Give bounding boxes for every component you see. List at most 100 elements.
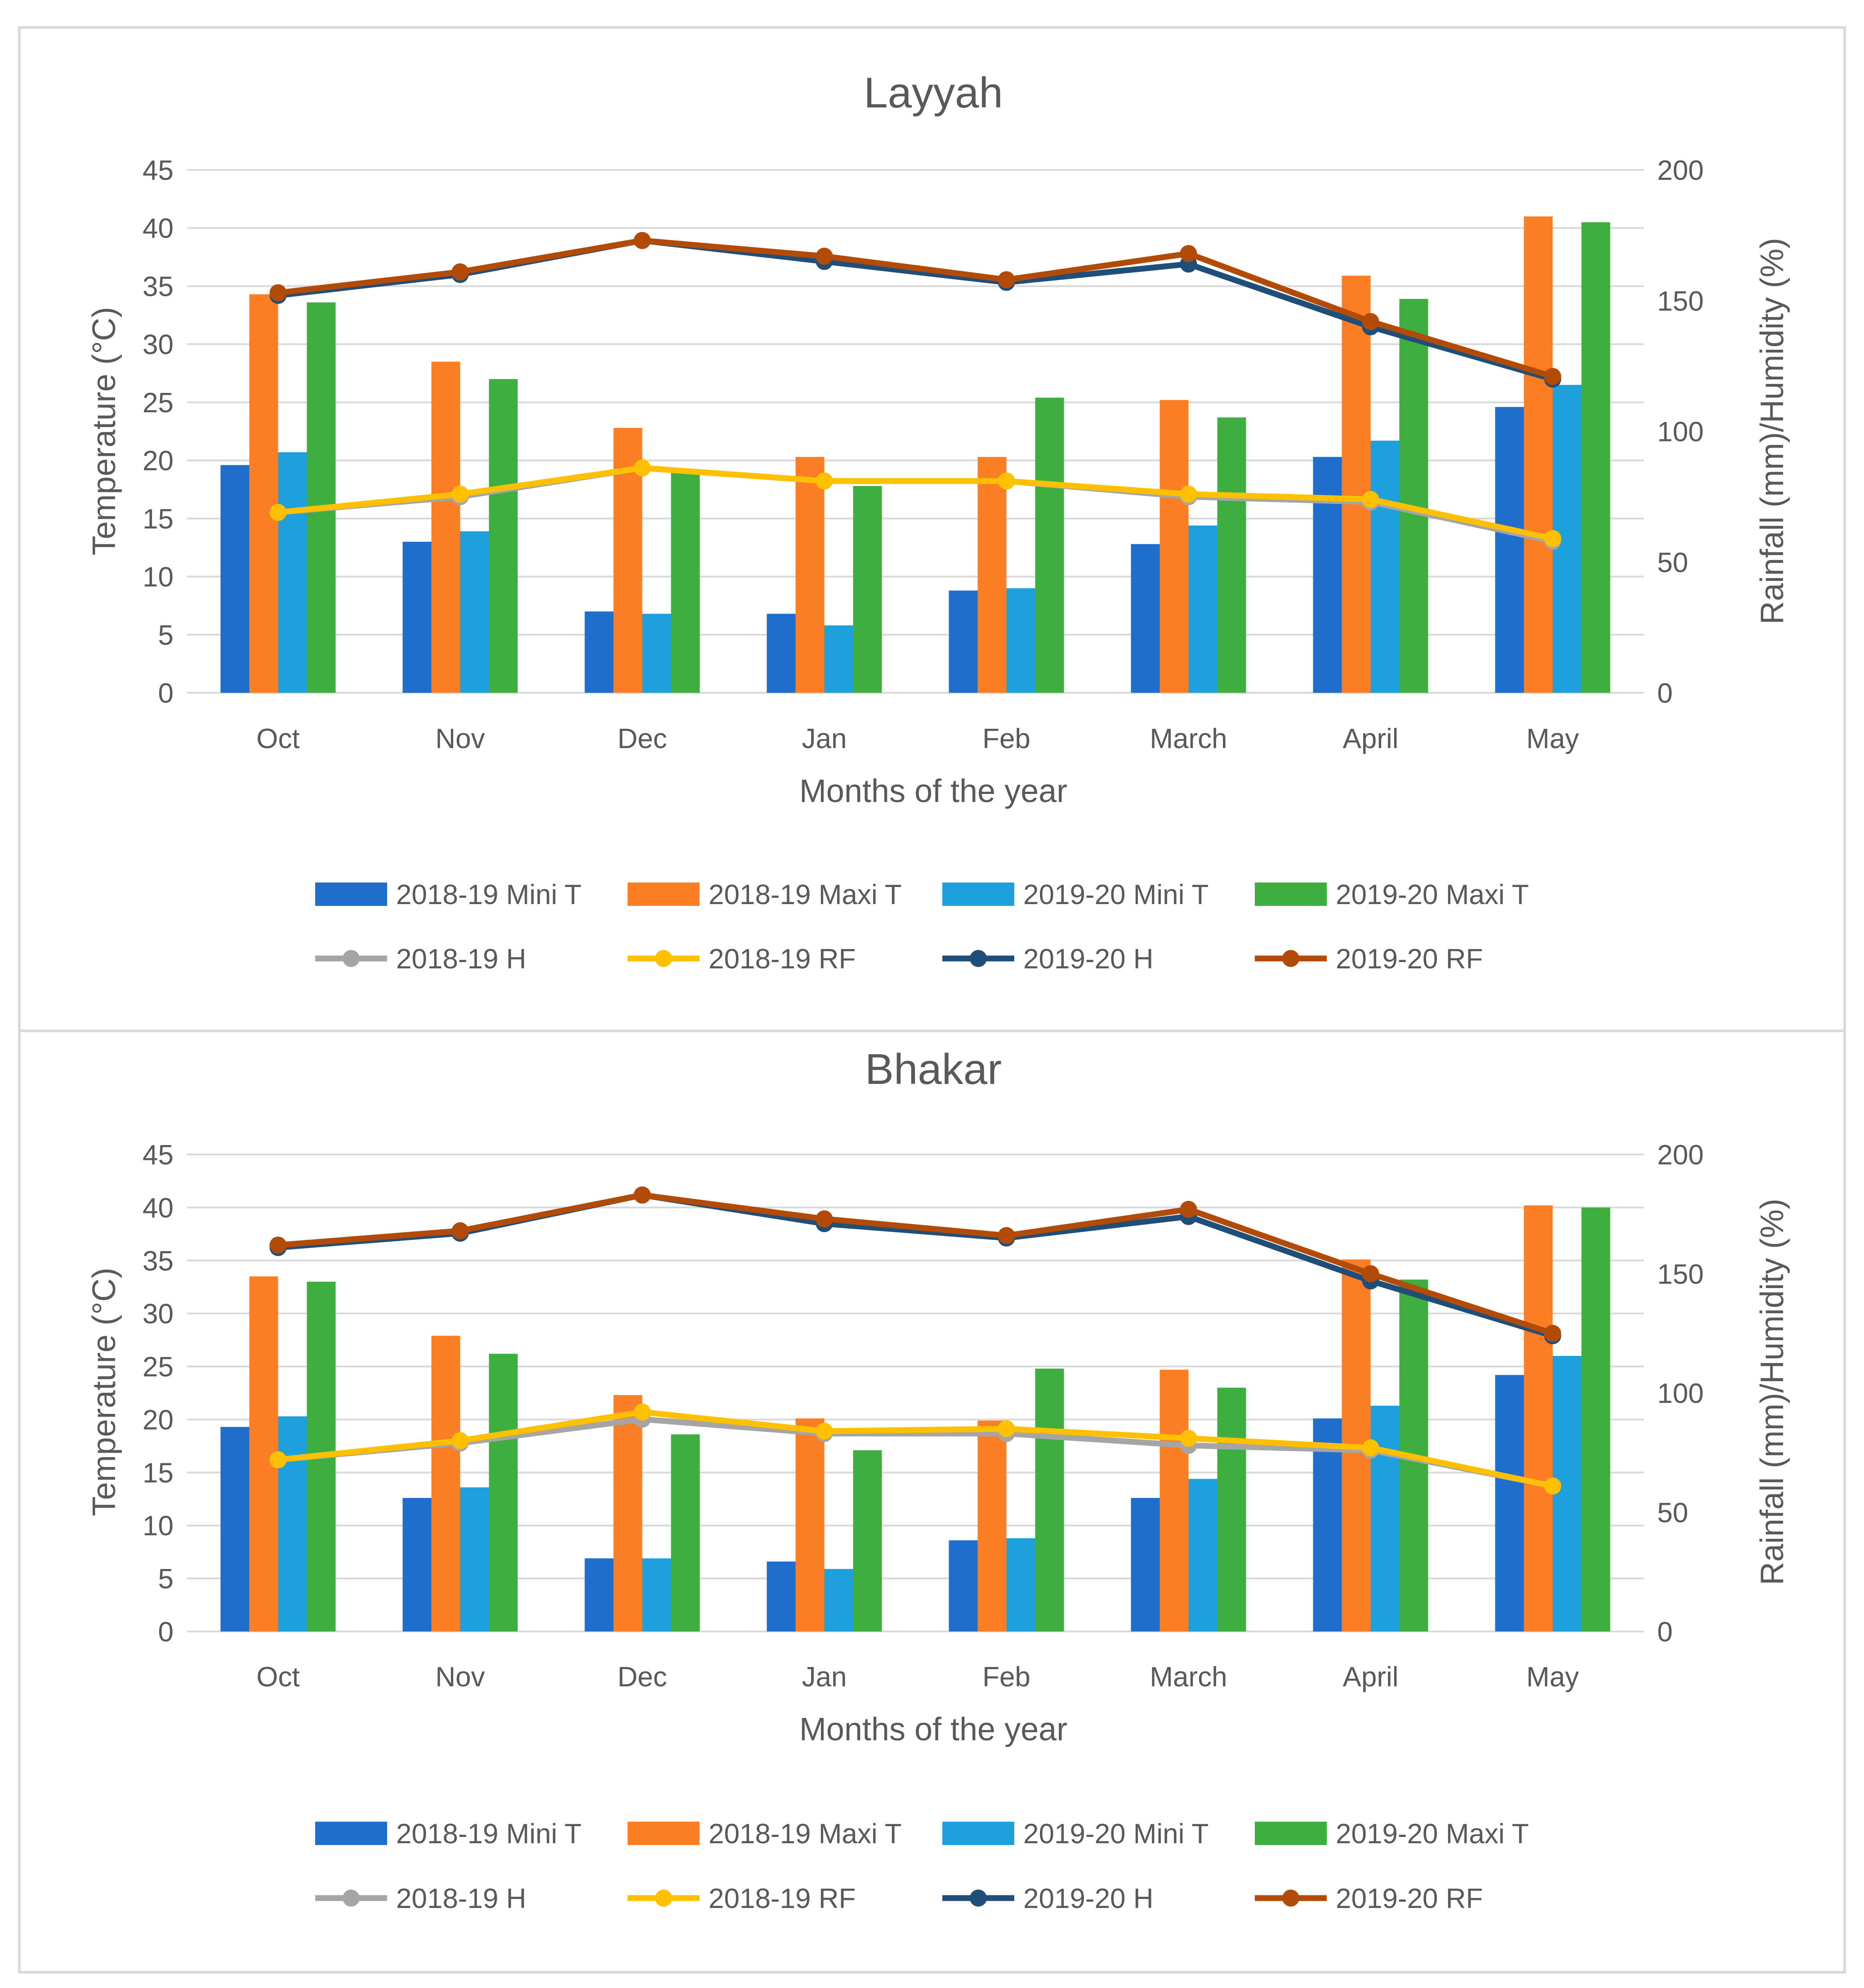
point-2018-19-rf — [816, 472, 833, 490]
legend-marker — [655, 950, 672, 967]
y-tick-label: 15 — [143, 504, 174, 535]
y-tick-label: 0 — [158, 678, 174, 709]
bar-2018-19-mini-t — [1313, 457, 1342, 693]
bar-2019-20-mini-t — [1370, 1405, 1400, 1631]
x-tick-label: Oct — [256, 723, 299, 754]
x-tick-label: April — [1342, 723, 1398, 754]
point-2019-20-rf — [633, 1186, 651, 1204]
legend-swatch — [1255, 883, 1327, 906]
y2-axis-title: Rainfall (mm)/Humidity (%) — [1754, 238, 1790, 624]
bar-2018-19-mini-t — [1131, 544, 1160, 693]
y-tick-label: 40 — [143, 1193, 174, 1224]
bar-2019-20-mini-t — [460, 531, 489, 693]
y2-tick-label: 0 — [1657, 678, 1672, 709]
bar-2019-20-maxi-t — [1035, 397, 1064, 693]
legend-swatch — [942, 883, 1014, 906]
bar-2018-19-maxi-t — [795, 1418, 825, 1631]
line-2018-19-rf — [277, 1409, 1553, 1489]
bar-2019-20-maxi-t — [1399, 299, 1428, 693]
bar-2018-19-mini-t — [767, 1561, 796, 1631]
legend-label: 2019-20 Maxi T — [1336, 879, 1529, 910]
legend-label: 2019-20 Mini T — [1023, 1819, 1208, 1850]
legend-marker — [970, 950, 987, 967]
legend-label: 2019-20 H — [1023, 944, 1154, 975]
bar-2018-19-mini-t — [220, 465, 250, 693]
bar-2019-20-mini-t — [460, 1487, 489, 1631]
legend-label: 2018-19 Maxi T — [709, 1819, 902, 1850]
bar-2019-20-maxi-t — [307, 302, 336, 693]
bar-2019-20-mini-t — [278, 1416, 307, 1631]
legend-swatch — [628, 883, 700, 906]
x-tick-label: May — [1526, 1662, 1579, 1693]
bar-2019-20-mini-t — [642, 614, 671, 693]
bar-2018-19-mini-t — [402, 542, 432, 693]
y-tick-label: 15 — [143, 1458, 174, 1489]
y-tick-label: 0 — [158, 1617, 174, 1648]
chart-panel-bhakar: Bhakar 0 5 10 15 20 25 30 35 40 45 0 50 100 150 200 Temp… — [18, 1030, 1846, 1974]
legend-label: 2018-19 Maxi T — [709, 879, 902, 910]
bar-2018-19-maxi-t — [1342, 276, 1371, 693]
chart-layyah: Layyah 0 5 10 15 20 25 30 35 40 45 0 50 100 150 200 Temp… — [86, 69, 1790, 975]
point-2018-19-rf — [633, 1403, 651, 1421]
legend-swatch — [315, 883, 387, 906]
point-2019-20-rf — [816, 1210, 833, 1228]
legend-marker — [1282, 1890, 1299, 1907]
y-tick-label: 20 — [143, 1404, 174, 1435]
legend-label: 2019-20 RF — [1336, 1883, 1483, 1914]
point-2019-20-rf — [451, 1222, 469, 1239]
bar-2018-19-maxi-t — [249, 294, 278, 693]
legend-label: 2018-19 RF — [709, 1883, 856, 1914]
bar-2018-19-maxi-t — [1524, 216, 1553, 693]
bar-2019-20-mini-t — [1006, 588, 1035, 693]
bar-2019-20-mini-t — [1188, 1479, 1217, 1631]
bar-2018-19-mini-t — [1313, 1418, 1342, 1631]
x-tick-label: Feb — [982, 1662, 1030, 1693]
point-2018-19-rf — [269, 1451, 287, 1469]
bar-2019-20-maxi-t — [1217, 417, 1246, 693]
bar-2019-20-maxi-t — [489, 379, 518, 693]
point-2018-19-rf — [633, 459, 651, 477]
point-2018-19-rf — [1544, 530, 1561, 547]
bar-2018-19-mini-t — [584, 1558, 614, 1631]
bar-2019-20-mini-t — [824, 625, 853, 693]
bar-2019-20-mini-t — [824, 1569, 853, 1631]
y-tick-label: 45 — [143, 155, 174, 186]
point-2018-19-rf — [1544, 1477, 1561, 1495]
point-2018-19-rf — [1180, 1430, 1197, 1447]
bar-2018-19-mini-t — [402, 1498, 432, 1631]
bar-2019-20-mini-t — [1370, 441, 1400, 693]
y2-tick-label: 50 — [1657, 1498, 1688, 1529]
y-tick-label: 5 — [158, 1564, 174, 1595]
bar-2019-20-maxi-t — [853, 486, 882, 693]
point-2018-19-rf — [998, 472, 1015, 490]
y-tick-label: 20 — [143, 446, 174, 477]
legend-label: 2018-19 Mini T — [396, 879, 581, 910]
legend-marker — [655, 1890, 672, 1907]
point-2019-20-rf — [1362, 1265, 1379, 1283]
point-2019-20-rf — [1544, 368, 1561, 385]
x-tick-label: March — [1150, 723, 1227, 754]
legend-label: 2018-19 H — [396, 944, 526, 975]
x-axis-title: Months of the year — [799, 1712, 1067, 1747]
y-tick-label: 10 — [143, 1511, 174, 1542]
point-2019-20-rf — [633, 232, 651, 250]
y-tick-label: 5 — [158, 620, 174, 651]
y2-tick-label: 0 — [1657, 1617, 1672, 1648]
x-tick-label: Dec — [617, 723, 667, 754]
y-tick-label: 35 — [143, 1246, 174, 1277]
point-2018-19-rf — [269, 504, 287, 521]
point-2019-20-rf — [816, 247, 833, 265]
y2-tick-label: 200 — [1657, 155, 1703, 186]
chart-title: Bhakar — [865, 1045, 1002, 1093]
legend-label: 2018-19 Mini T — [396, 1819, 581, 1850]
y2-tick-label: 150 — [1657, 1259, 1703, 1290]
bar-2018-19-mini-t — [1495, 1375, 1524, 1631]
y-tick-label: 45 — [143, 1140, 174, 1171]
chart-title: Layyah — [864, 69, 1003, 117]
x-tick-label: Jan — [802, 723, 847, 754]
legend-label: 2019-20 RF — [1336, 944, 1483, 975]
bar-2019-20-maxi-t — [489, 1354, 518, 1631]
bar-2019-20-maxi-t — [853, 1450, 882, 1631]
bar-2019-20-mini-t — [1006, 1538, 1035, 1631]
point-2018-19-rf — [998, 1420, 1015, 1438]
